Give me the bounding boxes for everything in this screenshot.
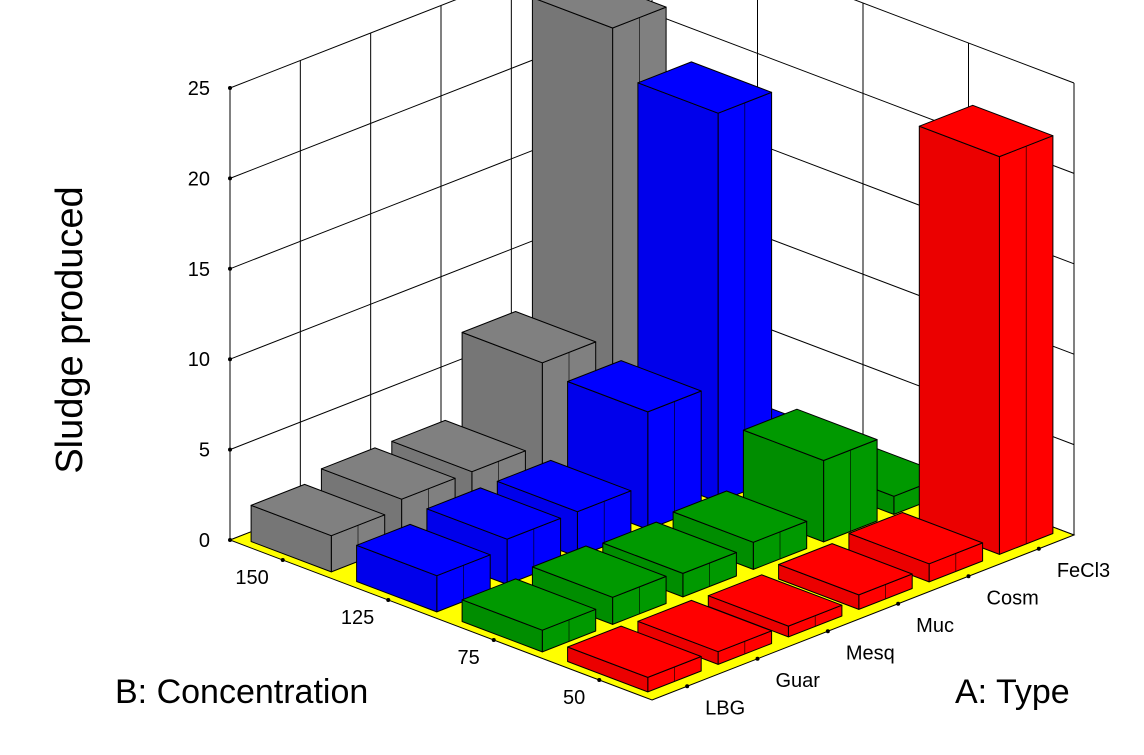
bar-LBG-150 bbox=[250, 483, 386, 573]
bar-top-face bbox=[356, 523, 491, 577]
z-tick-label: 15 bbox=[188, 259, 210, 281]
a-tick-label: LBG bbox=[705, 697, 745, 719]
bar-Muc-50 bbox=[778, 543, 913, 610]
a-tick-label: Muc bbox=[916, 615, 954, 637]
a-tick-mark bbox=[755, 656, 760, 661]
bar-LBG-75 bbox=[461, 578, 597, 653]
z-tick-mark bbox=[228, 538, 232, 542]
bar-top-face bbox=[848, 512, 984, 565]
b-axis-title: B: Concentration bbox=[115, 673, 368, 711]
z-tick-label: 5 bbox=[199, 440, 210, 462]
bar-LBG-50 bbox=[567, 625, 702, 693]
a-tick-label: Cosm bbox=[987, 587, 1039, 609]
axis-labels: 0 5 10 15 20 25 LBG Guar Mesq Muc Cosm FeCl3 50 75 125… bbox=[188, 78, 1110, 719]
b-tick-mark bbox=[280, 558, 285, 562]
bar-top-face bbox=[320, 447, 456, 500]
bar-top-face bbox=[537, 0, 667, 29]
a-tick-label: Guar bbox=[776, 670, 821, 692]
bar-top-face bbox=[742, 408, 878, 461]
bar-top-face bbox=[391, 419, 526, 473]
bar-top-face bbox=[778, 543, 913, 596]
bars bbox=[250, 0, 1054, 693]
a-tick-mark bbox=[825, 629, 830, 634]
b-tick-label: 75 bbox=[458, 647, 480, 669]
a-tick-label: FeCl3 bbox=[1057, 560, 1110, 582]
bar-side-face bbox=[918, 125, 1000, 555]
bar-LBG-125 bbox=[356, 523, 491, 613]
b-tick-label: 150 bbox=[235, 567, 268, 589]
bar-top-face bbox=[250, 483, 386, 537]
z-tick-mark bbox=[228, 176, 232, 181]
bar-top-face bbox=[567, 625, 702, 678]
z-tick-mark bbox=[228, 357, 232, 362]
bar-Cosm-50 bbox=[848, 512, 984, 583]
z-tick-mark bbox=[228, 86, 232, 90]
z-tick-label: 0 bbox=[199, 530, 210, 552]
bar-top-face bbox=[461, 311, 597, 364]
b-tick-label: 50 bbox=[563, 687, 585, 709]
bar-top-face bbox=[918, 104, 1054, 158]
z-gridline bbox=[229, 0, 1075, 89]
bar-FeCl3-50 bbox=[918, 104, 1054, 555]
bar-top-face bbox=[637, 599, 773, 653]
a-tick-mark bbox=[685, 684, 690, 689]
z-axis-title: Sludge produced bbox=[49, 186, 91, 473]
z-tick-label: 10 bbox=[188, 349, 210, 371]
bar-Mesq-50 bbox=[707, 574, 843, 638]
bar-top-face bbox=[602, 521, 737, 574]
b-tick-mark bbox=[597, 678, 602, 682]
a-tick-mark bbox=[966, 574, 971, 579]
z-tick-label: 25 bbox=[188, 78, 210, 100]
a-tick-label: Mesq bbox=[846, 642, 895, 664]
bar-top-face bbox=[496, 459, 632, 513]
bar-top-face bbox=[637, 61, 773, 114]
bar-top-face bbox=[707, 574, 843, 627]
a-tick-mark bbox=[1036, 546, 1041, 551]
bar-top-face bbox=[426, 487, 562, 540]
a-tick-mark bbox=[896, 601, 901, 606]
a-axis-title: A: Type bbox=[955, 673, 1070, 711]
b-tick-label: 125 bbox=[341, 607, 374, 629]
bar-top-face bbox=[567, 360, 702, 413]
b-tick-mark bbox=[386, 598, 391, 602]
z-tick-mark bbox=[228, 447, 232, 452]
b-tick-mark bbox=[491, 638, 496, 642]
bar-top-face bbox=[672, 490, 808, 543]
bar-top-face bbox=[531, 545, 667, 598]
z-tick-label: 20 bbox=[188, 168, 210, 190]
bar-top-face bbox=[461, 578, 597, 631]
z-tick-mark bbox=[228, 266, 232, 271]
bar-Guar-50 bbox=[637, 599, 773, 665]
